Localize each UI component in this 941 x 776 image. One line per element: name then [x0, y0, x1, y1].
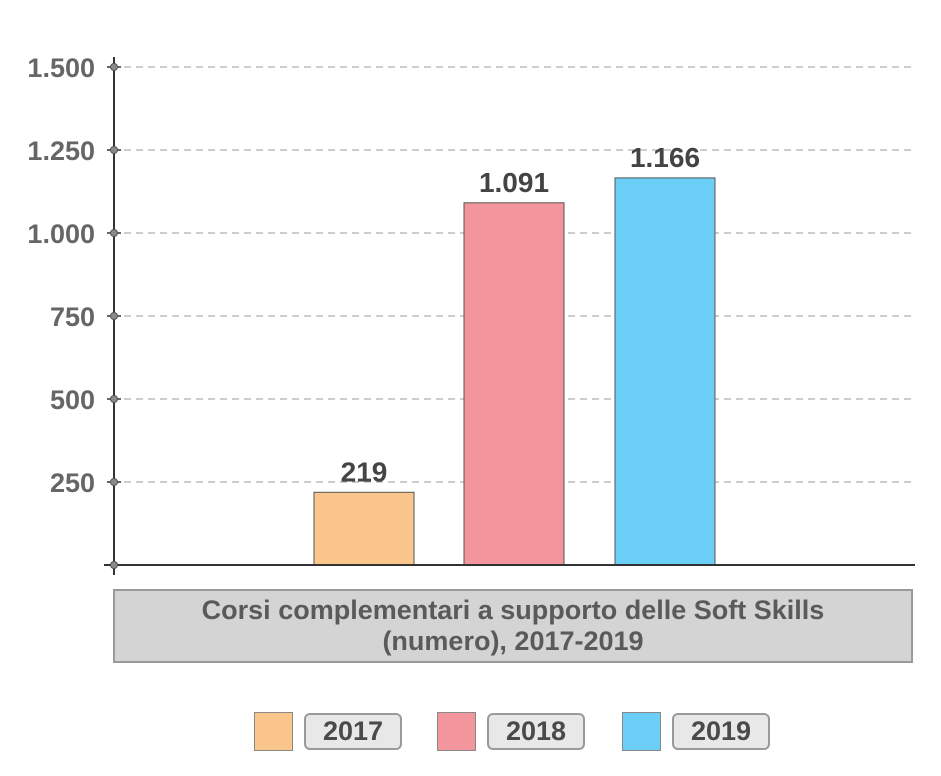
legend-swatch-2018 [437, 712, 476, 751]
y-tick-dot-750 [110, 312, 118, 320]
bar-2019 [614, 177, 716, 566]
y-tick-label-750: 750 [50, 302, 95, 332]
chart-title-line-1: Corsi complementari a supporto delle Sof… [201, 595, 825, 625]
labels: 250 500 750 1.000 1.250 1.500 219 1.091 1.166 [27, 53, 700, 498]
y-tick-dot-1250 [110, 146, 118, 154]
y-tick-dot-1500 [110, 63, 118, 71]
y-tick-dot-0 [110, 561, 118, 569]
data-label-2017: 219 [341, 456, 388, 487]
y-tick-label-1.000: 1.000 [27, 219, 95, 249]
legend-label-2019: 2019 [672, 713, 770, 750]
legend: 2017 2018 2019 [0, 712, 941, 754]
bar-2017 [313, 491, 415, 566]
legend-label-2017: 2017 [304, 713, 402, 750]
legend-label-2018: 2018 [487, 713, 585, 750]
legend-swatch-2019 [622, 712, 661, 751]
axes [104, 57, 915, 575]
y-tick-dot-500 [110, 395, 118, 403]
y-tick-dot-250 [110, 478, 118, 486]
y-tick-label-1.500: 1.500 [27, 53, 95, 83]
y-tick-label-250: 250 [50, 468, 95, 498]
y-tick-dot-1000 [110, 229, 118, 237]
bar-2018 [463, 202, 565, 566]
legend-swatch-2017 [254, 712, 293, 751]
data-label-2018: 1.091 [479, 167, 549, 198]
chart-title-box: Corsi complementari a supporto delle Sof… [113, 589, 913, 663]
y-tick-label-500: 500 [50, 385, 95, 415]
y-tick-label-1.250: 1.250 [27, 136, 95, 166]
bars [313, 177, 716, 566]
data-label-2019: 1.166 [630, 142, 700, 173]
chart-title-line-2: (numero), 2017-2019 [382, 626, 644, 656]
